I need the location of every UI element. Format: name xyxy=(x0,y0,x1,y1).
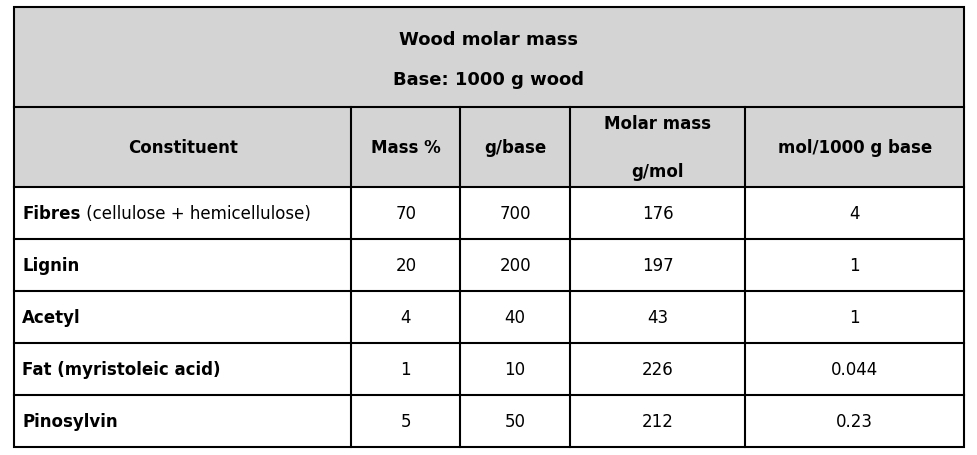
Bar xyxy=(14,108,963,187)
Text: Molar mass

g/mol: Molar mass g/mol xyxy=(604,115,710,180)
Text: 226: 226 xyxy=(641,360,673,378)
Bar xyxy=(14,395,963,447)
Bar xyxy=(14,8,963,108)
Bar xyxy=(14,291,963,343)
Text: Pinosylvin: Pinosylvin xyxy=(21,412,117,430)
Text: Lignin: Lignin xyxy=(21,257,79,274)
Text: 197: 197 xyxy=(641,257,673,274)
Text: 0.23: 0.23 xyxy=(835,412,872,430)
Text: 200: 200 xyxy=(499,257,531,274)
Text: Constituent: Constituent xyxy=(128,139,237,157)
Text: 5: 5 xyxy=(401,412,410,430)
Text: 40: 40 xyxy=(504,308,525,326)
Text: Fibres: Fibres xyxy=(21,205,80,222)
Text: 20: 20 xyxy=(395,257,416,274)
Text: Base: 1000 g wood: Base: 1000 g wood xyxy=(393,71,584,89)
Text: 176: 176 xyxy=(641,205,673,222)
Text: 1: 1 xyxy=(849,257,859,274)
Bar xyxy=(14,343,963,395)
Text: 212: 212 xyxy=(641,412,673,430)
Text: 700: 700 xyxy=(499,205,531,222)
Text: 50: 50 xyxy=(504,412,525,430)
Text: 1: 1 xyxy=(849,308,859,326)
Text: Wood molar mass: Wood molar mass xyxy=(399,31,578,49)
Text: 4: 4 xyxy=(401,308,410,326)
Text: 4: 4 xyxy=(849,205,859,222)
Text: Fat (myristoleic acid): Fat (myristoleic acid) xyxy=(21,360,220,378)
Bar xyxy=(14,239,963,291)
Text: 0.044: 0.044 xyxy=(830,360,877,378)
Text: (cellulose + hemicellulose): (cellulose + hemicellulose) xyxy=(81,205,311,222)
Text: 70: 70 xyxy=(395,205,416,222)
Bar xyxy=(14,187,963,239)
Text: 43: 43 xyxy=(647,308,667,326)
Text: 10: 10 xyxy=(504,360,526,378)
Text: g/base: g/base xyxy=(484,139,546,157)
Text: mol/1000 g base: mol/1000 g base xyxy=(777,139,931,157)
Text: Mass %: Mass % xyxy=(370,139,441,157)
Text: 1: 1 xyxy=(401,360,410,378)
Text: Acetyl: Acetyl xyxy=(21,308,80,326)
